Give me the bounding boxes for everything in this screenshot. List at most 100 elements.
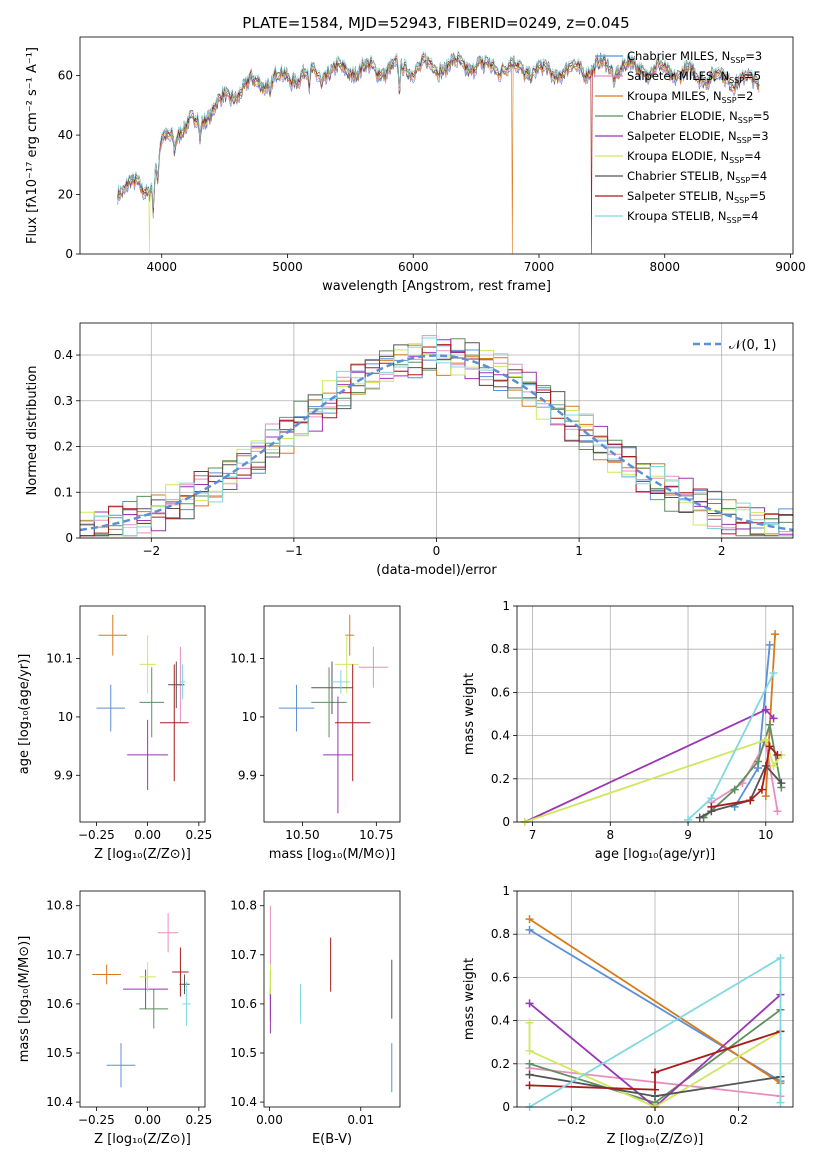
weight-marker	[761, 792, 770, 801]
x-tick-label: −0.2	[557, 1113, 586, 1127]
legend-value: =4	[750, 169, 767, 183]
errorbar-point	[98, 614, 128, 656]
plot-area	[278, 614, 389, 814]
errorbar-point	[139, 989, 169, 1029]
legend-label: Kroupa ELODIE, NSSP=4	[627, 149, 761, 165]
weight-marker	[651, 1068, 659, 1077]
x-tick-label: 0.00	[256, 1113, 283, 1127]
legend-text: Salpeter ELODIE, N	[627, 129, 737, 143]
weight-marker	[765, 742, 774, 751]
y-axis-label: mass [log₁₀(M/M⊙)]	[17, 936, 32, 1063]
weight-marker	[769, 714, 778, 723]
errorbar-group	[96, 614, 189, 790]
legend-text: Chabrier MILES, N	[627, 49, 730, 63]
legend-label: Kroupa MILES, NSSP=2	[627, 89, 753, 105]
y-tick-label: 0	[502, 1100, 510, 1114]
x-tick-label: 0.25	[185, 828, 212, 842]
errorbar-point	[334, 664, 371, 782]
weight-lines-group	[525, 915, 785, 1111]
weight-line-6	[524, 738, 783, 823]
residuals-panel: −2 −1 0 1 2 0 0.1 0.2 0.3 0.4 (data-model)/error No…	[25, 322, 794, 578]
x-tick-label: 10.75	[359, 828, 393, 842]
legend-label: 𝒩(0, 1)	[729, 338, 776, 353]
y-axis-label: Flux [fλ10⁻¹⁷ erg cm⁻² s⁻¹ A⁻¹]	[25, 47, 40, 244]
weight-marker	[746, 796, 755, 805]
errorbar-point	[157, 913, 179, 953]
legend-label: Chabrier MILES, NSSP=3	[627, 49, 762, 65]
errorbar-point	[323, 696, 353, 814]
plot-area	[269, 905, 393, 1093]
legend-label: Kroupa STELIB, NSSP=4	[627, 209, 758, 225]
x-tick-label: 7	[529, 828, 537, 842]
axes-frame	[263, 605, 401, 823]
legend-subscript: SSP	[730, 56, 745, 65]
y-tick-label: 10.5	[230, 1046, 257, 1060]
weight-marker	[525, 1059, 534, 1068]
weight-vs-age-panel: 7 8 9 10 0 0.2 0.4 0.6 0.8 1 age [log₁₀(age/yr)] ma…	[462, 599, 794, 862]
histogram-series-9	[80, 337, 793, 537]
errorbar-point	[172, 947, 189, 997]
y-tick-label: 0.3	[54, 394, 73, 408]
errorbar-point	[179, 974, 190, 995]
weight-marker	[765, 720, 774, 729]
errorbar-point	[334, 635, 359, 694]
legend-value: =5	[749, 189, 766, 203]
x-tick-label: −0.25	[78, 1113, 115, 1127]
legend-text: Salpeter STELIB, N	[627, 189, 734, 203]
y-tick-label: 9.9	[238, 768, 257, 782]
y-tick-label: 1	[502, 884, 510, 898]
spectrum-line-9	[117, 50, 760, 208]
legend-text: Chabrier ELODIE, N	[627, 109, 738, 123]
x-tick-label: 9000	[775, 260, 806, 274]
residuals-legend: 𝒩(0, 1)	[693, 338, 776, 353]
x-tick-label: 4000	[146, 260, 177, 274]
y-tick-label: 10.5	[46, 1046, 73, 1060]
weight-marker	[761, 735, 770, 744]
errorbar-point	[127, 719, 169, 790]
weight-line-2	[710, 739, 779, 812]
errorbar-point	[96, 684, 126, 732]
y-tick-label: 10.1	[46, 652, 73, 666]
y-tick-label: 1	[502, 599, 510, 613]
legend-subscript: SSP	[737, 136, 752, 145]
weight-marker	[651, 1085, 659, 1094]
y-tick-label: 0.2	[491, 772, 510, 786]
errorbar-point	[311, 661, 353, 714]
y-tick-label: 10.7	[230, 948, 257, 962]
plot-area	[96, 614, 189, 790]
y-tick-label: 0.1	[54, 485, 73, 499]
weight-vs-metallicity-panel: −0.2 0.0 0.2 0 0.2 0.4 0.6 0.8 1 Z [log₁₀(Z/Z⊙)] m…	[462, 884, 794, 1147]
plot-area	[79, 335, 794, 537]
weight-marker	[757, 785, 766, 794]
y-axis-label: age [log₁₀(age/yr)]	[17, 654, 32, 775]
histogram-group	[80, 335, 793, 537]
errorbar-point	[92, 964, 121, 985]
plot-area	[117, 50, 760, 255]
axes-frame	[516, 605, 794, 823]
y-tick-label: 0.6	[491, 685, 510, 699]
errorbar-point	[159, 664, 189, 782]
x-tick-label: 2	[718, 544, 726, 558]
legend-value: =5	[753, 109, 770, 123]
axes-frame	[263, 890, 401, 1108]
weight-marker	[776, 1098, 785, 1107]
weight-marker	[771, 630, 780, 639]
x-tick-label: 8000	[649, 260, 680, 274]
y-tick-label: 10.7	[46, 948, 73, 962]
x-tick-label: −2	[142, 544, 160, 558]
x-axis-label: age [log₁₀(age/yr)]	[595, 847, 716, 862]
normal-reference-curve	[79, 354, 794, 532]
x-tick-label: 0.00	[134, 1113, 161, 1127]
x-tick-label: 0.0	[645, 1113, 664, 1127]
weight-marker	[695, 813, 704, 822]
errorbar-point	[332, 670, 350, 694]
weight-marker	[773, 751, 782, 760]
axes-frame	[79, 890, 206, 1108]
errorbar-point	[139, 635, 156, 694]
errorbar-point	[358, 646, 389, 688]
y-tick-label: 40	[58, 128, 73, 142]
legend-subscript: SSP	[734, 196, 749, 205]
